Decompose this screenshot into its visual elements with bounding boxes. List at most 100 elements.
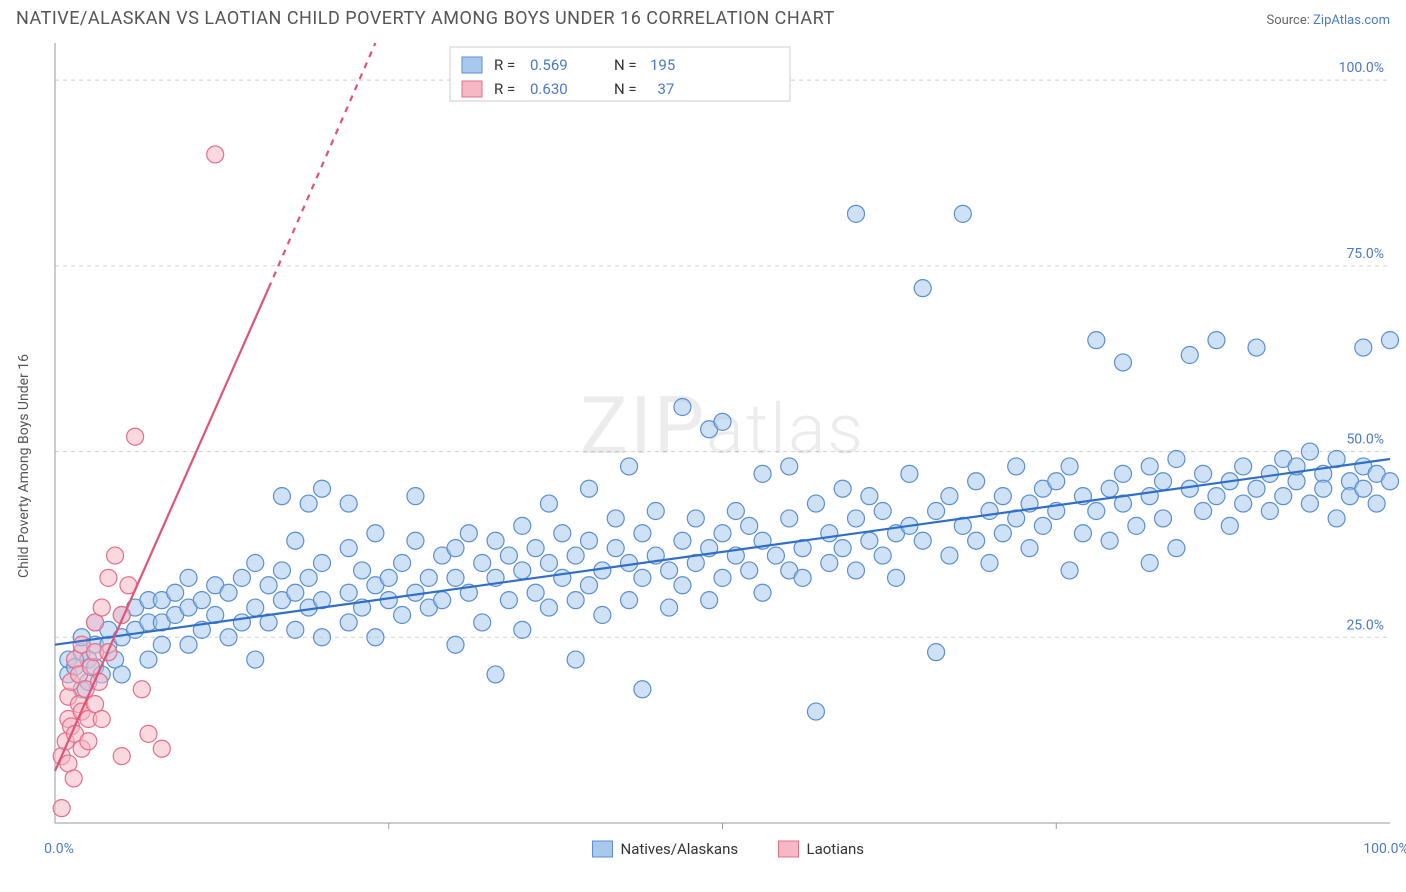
scatter-point xyxy=(567,592,584,609)
scatter-point xyxy=(1128,517,1145,534)
scatter-point xyxy=(487,666,504,683)
scatter-point xyxy=(727,503,744,520)
scatter-point xyxy=(300,495,317,512)
scatter-point xyxy=(107,547,124,564)
scatter-point xyxy=(1115,465,1132,482)
scatter-point xyxy=(1155,510,1172,527)
scatter-point xyxy=(848,562,865,579)
scatter-point xyxy=(300,569,317,586)
scatter-point xyxy=(634,525,651,542)
legend-swatch xyxy=(462,81,482,97)
scatter-point xyxy=(1275,488,1292,505)
scatter-point xyxy=(100,569,117,586)
scatter-point xyxy=(1221,517,1238,534)
legend-swatch xyxy=(779,841,799,857)
scatter-point xyxy=(527,540,544,557)
scatter-point xyxy=(113,748,130,765)
legend-r-value: 0.569 xyxy=(530,56,568,74)
scatter-point xyxy=(287,584,304,601)
scatter-point xyxy=(714,569,731,586)
scatter-point xyxy=(647,503,664,520)
scatter-point xyxy=(741,517,758,534)
scatter-point xyxy=(1261,503,1278,520)
x-tick-label: 100.0% xyxy=(1363,841,1406,857)
scatter-point xyxy=(714,525,731,542)
legend-n-value: 195 xyxy=(650,56,675,74)
scatter-point xyxy=(233,569,250,586)
legend-swatch xyxy=(462,57,482,73)
scatter-point xyxy=(1141,458,1158,475)
scatter-point xyxy=(153,740,170,757)
scatter-point xyxy=(554,525,571,542)
scatter-point xyxy=(260,577,277,594)
scatter-point xyxy=(65,770,82,787)
scatter-point xyxy=(153,636,170,653)
scatter-point xyxy=(220,629,237,646)
scatter-point xyxy=(848,510,865,527)
scatter-point xyxy=(1235,458,1252,475)
scatter-point xyxy=(1141,555,1158,572)
scatter-point xyxy=(848,205,865,222)
source-attribution: Source: ZipAtlas.com xyxy=(1266,13,1390,28)
scatter-point xyxy=(968,473,985,490)
scatter-point xyxy=(1208,488,1225,505)
scatter-point xyxy=(340,614,357,631)
scatter-point xyxy=(567,651,584,668)
scatter-point xyxy=(113,666,130,683)
scatter-point xyxy=(794,569,811,586)
scatter-point xyxy=(1195,503,1212,520)
scatter-point xyxy=(83,659,100,676)
scatter-point xyxy=(621,592,638,609)
scatter-point xyxy=(807,703,824,720)
scatter-point xyxy=(1115,354,1132,371)
legend-series-label: Natives/Alaskans xyxy=(621,840,739,858)
scatter-point xyxy=(540,495,557,512)
scatter-point xyxy=(1208,332,1225,349)
scatter-point xyxy=(581,532,598,549)
scatter-point xyxy=(1368,495,1385,512)
y-tick-label: 100.0% xyxy=(1339,60,1384,76)
scatter-point xyxy=(1248,480,1265,497)
scatter-point xyxy=(207,146,224,163)
legend-r-label: R = xyxy=(494,56,515,74)
scatter-point xyxy=(394,607,411,624)
scatter-point xyxy=(140,651,157,668)
scatter-point xyxy=(447,636,464,653)
scatter-point xyxy=(674,577,691,594)
scatter-point xyxy=(634,681,651,698)
source-link[interactable]: ZipAtlas.com xyxy=(1313,13,1390,28)
correlation-scatter-chart: 25.0%50.0%75.0%100.0%ZIPatlas0.0%100.0%R… xyxy=(0,33,1406,883)
scatter-point xyxy=(888,569,905,586)
scatter-point xyxy=(714,413,731,430)
scatter-point xyxy=(607,540,624,557)
y-tick-label: 75.0% xyxy=(1346,246,1384,262)
scatter-point xyxy=(180,636,197,653)
scatter-point xyxy=(514,517,531,534)
scatter-point xyxy=(1101,532,1118,549)
scatter-point xyxy=(968,532,985,549)
scatter-point xyxy=(133,681,150,698)
scatter-point xyxy=(1008,458,1025,475)
scatter-point xyxy=(767,547,784,564)
scatter-point xyxy=(407,532,424,549)
scatter-point xyxy=(273,488,290,505)
scatter-point xyxy=(1248,339,1265,356)
scatter-point xyxy=(994,525,1011,542)
scatter-point xyxy=(861,532,878,549)
trend-line-laotians xyxy=(55,288,269,771)
scatter-point xyxy=(994,488,1011,505)
scatter-point xyxy=(581,480,598,497)
scatter-point xyxy=(514,621,531,638)
scatter-point xyxy=(1355,480,1372,497)
legend-series-label: Laotians xyxy=(807,840,865,858)
y-tick-label: 25.0% xyxy=(1346,617,1384,633)
scatter-point xyxy=(247,651,264,668)
scatter-point xyxy=(93,599,110,616)
scatter-point xyxy=(581,577,598,594)
scatter-point xyxy=(540,599,557,616)
scatter-point xyxy=(1315,480,1332,497)
scatter-point xyxy=(1168,540,1185,557)
scatter-point xyxy=(1301,443,1318,460)
legend-n-value: 37 xyxy=(650,80,674,98)
scatter-point xyxy=(80,733,97,750)
